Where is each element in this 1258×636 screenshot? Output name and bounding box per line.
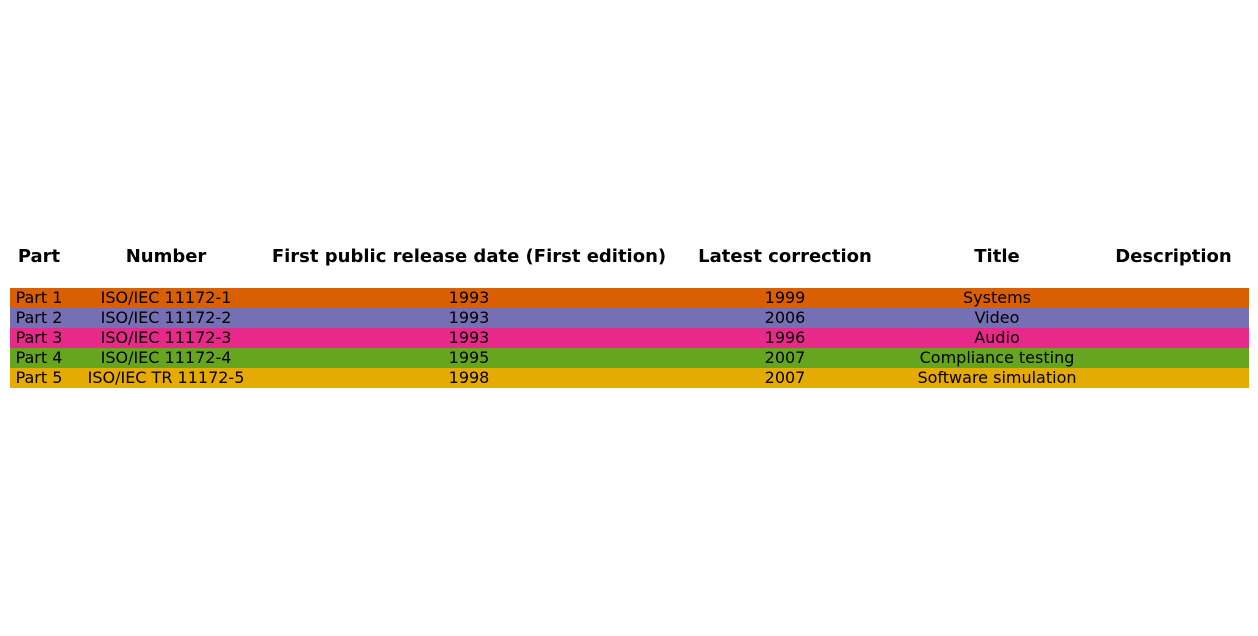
cell-number: ISO/IEC 11172-1 bbox=[100, 288, 232, 307]
cell-description bbox=[1098, 328, 1249, 348]
cell-latest-correction: 2007 bbox=[764, 368, 806, 387]
cell-first-release: 1998 bbox=[448, 368, 490, 387]
header-part: Part bbox=[17, 246, 61, 267]
cell-description bbox=[1098, 308, 1249, 328]
header-number: Number bbox=[125, 246, 207, 267]
cell-latest-correction: 1996 bbox=[764, 328, 806, 347]
cell-number: ISO/IEC TR 11172-5 bbox=[87, 368, 245, 387]
cell-first-release: 1993 bbox=[448, 308, 490, 327]
header-latest-correction: Latest correction bbox=[698, 246, 872, 267]
cell-description bbox=[1098, 368, 1249, 388]
cell-first-release: 1993 bbox=[448, 288, 490, 307]
cell-latest-correction: 2007 bbox=[764, 348, 806, 367]
cell-part: Part 2 bbox=[15, 308, 63, 327]
cell-title: Software simulation bbox=[917, 368, 1077, 387]
cell-number: ISO/IEC 11172-4 bbox=[100, 348, 232, 367]
cell-part: Part 5 bbox=[15, 368, 63, 387]
cell-latest-correction: 1999 bbox=[764, 288, 806, 307]
table-header: Part Number First public release date (F… bbox=[10, 247, 1249, 288]
header-title: Title bbox=[974, 246, 1020, 267]
table-row: Part 4 ISO/IEC 11172-4 1995 2007 Complia… bbox=[10, 348, 1249, 368]
header-description: Description bbox=[1115, 246, 1232, 267]
cell-latest-correction: 2006 bbox=[764, 308, 806, 327]
cell-description bbox=[1098, 288, 1249, 308]
cell-first-release: 1995 bbox=[448, 348, 490, 367]
cell-title: Audio bbox=[974, 328, 1020, 347]
cell-title: Video bbox=[974, 308, 1020, 327]
table-row: Part 3 ISO/IEC 11172-3 1993 1996 Audio bbox=[10, 328, 1249, 348]
cell-first-release: 1993 bbox=[448, 328, 490, 347]
cell-number: ISO/IEC 11172-3 bbox=[100, 328, 232, 347]
header-first-release: First public release date (First edition… bbox=[271, 246, 667, 267]
table-row: Part 2 ISO/IEC 11172-2 1993 2006 Video bbox=[10, 308, 1249, 328]
cell-title: Compliance testing bbox=[919, 348, 1075, 367]
cell-title: Systems bbox=[963, 288, 1031, 307]
table-row: Part 5 ISO/IEC TR 11172-5 1998 2007 Soft… bbox=[10, 368, 1249, 388]
cell-description bbox=[1098, 348, 1249, 368]
cell-number: ISO/IEC 11172-2 bbox=[100, 308, 232, 327]
cell-part: Part 3 bbox=[15, 328, 63, 347]
data-table: Part Number First public release date (F… bbox=[10, 247, 1249, 388]
cell-part: Part 1 bbox=[15, 288, 63, 307]
table-row: Part 1 ISO/IEC 11172-1 1993 1999 Systems bbox=[10, 288, 1249, 308]
cell-part: Part 4 bbox=[15, 348, 63, 367]
